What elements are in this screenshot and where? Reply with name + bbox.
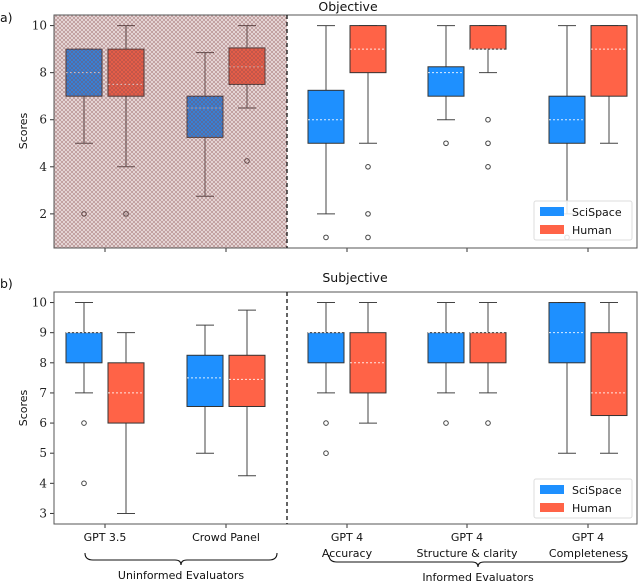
- panel-b-label: b): [0, 276, 13, 291]
- box-human-4: [590, 25, 628, 144]
- outlier-point: [485, 164, 491, 170]
- outlier-point: [365, 164, 371, 170]
- box-human-2: [349, 302, 387, 424]
- y-tick-label: 6: [39, 416, 47, 430]
- box-iqr: [307, 89, 345, 144]
- outlier-point: [365, 211, 371, 217]
- box-scispace-4: [548, 302, 586, 454]
- outlier-point: [443, 420, 449, 426]
- box-iqr: [228, 354, 266, 407]
- outlier-point: [81, 420, 87, 426]
- legend-label-human: Human: [572, 502, 612, 515]
- outlier-point: [323, 420, 329, 426]
- box-human-2: [349, 25, 387, 241]
- y-tick-label: 10: [32, 19, 47, 33]
- box-iqr: [186, 354, 224, 407]
- legend-swatch-human: [540, 503, 564, 512]
- outlier-point: [323, 450, 329, 456]
- group-brace: [84, 552, 278, 566]
- legend-label-human: Human: [572, 224, 612, 237]
- box-human-4: [590, 302, 628, 454]
- box-scispace-0: [65, 302, 103, 487]
- box-iqr: [469, 25, 507, 50]
- legend-swatch-scispace: [540, 485, 564, 494]
- box-iqr: [65, 332, 103, 364]
- box-iqr: [427, 66, 465, 97]
- legend: SciSpace Human: [533, 478, 633, 519]
- box-scispace-2: [307, 25, 345, 241]
- x-tick-label: Crowd Panel: [192, 531, 260, 544]
- y-tick-label: 6: [39, 113, 47, 127]
- panel-b-title: Subjective: [322, 270, 388, 285]
- panel-a-label: a): [0, 10, 13, 25]
- panel-a-title: Objective: [318, 0, 378, 14]
- x-tick-label: Accuracy: [322, 547, 373, 560]
- x-tick-label: GPT 3.5: [84, 531, 127, 544]
- box-human-3: [469, 25, 507, 170]
- outlier-point: [485, 116, 491, 123]
- outlier-point: [485, 420, 491, 426]
- box-iqr: [590, 332, 628, 417]
- legend-label-scispace: SciSpace: [572, 206, 622, 219]
- hatched-region: [54, 15, 287, 248]
- group-brace: [328, 554, 628, 568]
- box-scispace-2: [307, 302, 345, 456]
- outlier-point: [485, 140, 491, 147]
- plot-frame: [53, 291, 638, 525]
- box-scispace-1: [186, 324, 224, 454]
- box-scispace-4: [548, 25, 586, 241]
- group-label: Uninformed Evaluators: [118, 569, 244, 582]
- y-tick-label: 5: [39, 446, 47, 460]
- outlier-point: [323, 234, 329, 241]
- outlier-point: [443, 140, 449, 147]
- y-tick-label: 7: [39, 386, 47, 400]
- y-tick-label: 8: [39, 66, 47, 80]
- legend-swatch-human: [540, 225, 564, 234]
- outlier-point: [365, 234, 371, 241]
- x-tick-label: Completeness: [549, 547, 627, 560]
- panel-a-ylabel: Scores: [17, 112, 30, 149]
- y-tick-label: 3: [39, 506, 47, 520]
- box-iqr: [307, 332, 345, 364]
- plot-frame: [53, 14, 638, 249]
- box-human-3: [469, 302, 507, 426]
- y-tick-label: 4: [39, 476, 47, 490]
- box-iqr: [590, 25, 628, 97]
- legend-swatch-scispace: [540, 207, 564, 216]
- y-tick-label: 9: [39, 326, 47, 340]
- y-tick-label: 8: [39, 356, 47, 370]
- box-iqr: [469, 332, 507, 364]
- legend-label-scispace: SciSpace: [572, 484, 622, 497]
- y-tick-label: 2: [39, 207, 47, 221]
- box-human-1: [228, 309, 266, 477]
- panel-b-ylabel: Scores: [17, 389, 30, 426]
- group-label: Informed Evaluators: [422, 571, 534, 584]
- x-tick-label: Structure & clarity: [417, 547, 518, 560]
- x-tick-label: GPT 4: [331, 531, 363, 544]
- x-tick-label: GPT 4: [572, 531, 604, 544]
- box-scispace-3: [427, 25, 465, 147]
- legend: SciSpace Human: [533, 200, 633, 241]
- x-tick-label: GPT 4: [451, 531, 483, 544]
- box-scispace-3: [427, 302, 465, 426]
- box-iqr: [427, 332, 465, 364]
- y-tick-label: 4: [39, 160, 47, 174]
- outlier-point: [81, 480, 87, 487]
- y-tick-label: 10: [32, 296, 47, 310]
- box-human-0: [107, 332, 145, 514]
